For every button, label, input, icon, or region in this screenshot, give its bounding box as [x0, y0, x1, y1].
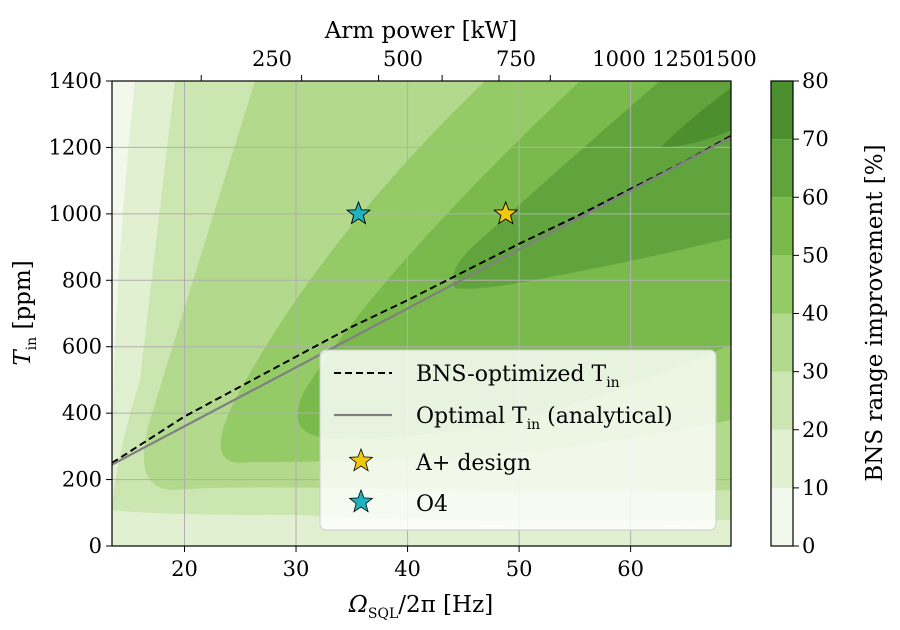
top-tick-label-1000: 1000	[592, 47, 645, 71]
y-tick-label-0: 0	[89, 534, 102, 558]
colorbar-tick-label-50: 50	[802, 243, 829, 267]
contour-level-7	[660, 88, 731, 148]
series-line-0	[112, 134, 731, 464]
legend-label-aplus: A+ design	[415, 451, 531, 476]
marker-points	[345, 200, 519, 225]
x-tick-label-20: 20	[171, 557, 198, 581]
x-axis-ticks: 20 30 40 50 60	[171, 546, 644, 581]
legend-label-bns-optimized: BNS-optimized Tin	[416, 362, 620, 391]
colorbar-tick-label-20: 20	[802, 418, 829, 442]
y-tick-label-400: 400	[62, 401, 102, 425]
colorbar-band-30	[771, 313, 793, 372]
top-tick-label-500: 500	[383, 47, 423, 71]
colorbar-band-60	[771, 139, 793, 198]
y-tick-label-1000: 1000	[49, 202, 102, 226]
colorbar-band-20	[771, 371, 793, 430]
top-tick-label-1250: 1250	[652, 47, 705, 71]
y-tick-label-1200: 1200	[49, 135, 102, 159]
colorbar-tick-label-40: 40	[802, 302, 829, 326]
contour-level-6	[452, 81, 731, 289]
x-tick-label-30: 30	[283, 557, 310, 581]
top-tick-label-1500: 1500	[703, 47, 756, 71]
y-axis-ticks: 0 200 400 600 800 1000 1200 1400	[49, 69, 112, 558]
colorbar-band-10	[771, 429, 793, 488]
legend-marker-aplus-star	[348, 447, 374, 472]
colorbar-band-40	[771, 255, 793, 314]
top-tick-label-750: 750	[496, 47, 536, 71]
colorbar-band-50	[771, 197, 793, 256]
plot-frame	[111, 80, 732, 547]
colorbar-tick-label-30: 30	[802, 360, 829, 384]
colorbar-tick-label-60: 60	[802, 185, 829, 209]
x-tick-label-60: 60	[617, 557, 644, 581]
star-point-o4	[345, 200, 372, 225]
x-tick-label-50: 50	[506, 557, 533, 581]
colorbar-band-70	[771, 81, 793, 140]
legend-label-o4: O4	[416, 492, 448, 517]
legend-marker-o4-star	[348, 488, 374, 513]
y-tick-label-1400: 1400	[49, 69, 102, 93]
x-axis-title: ΩSQL/2π [Hz]	[348, 592, 493, 622]
star-point-a-design	[493, 200, 519, 225]
y-tick-label-800: 800	[62, 268, 102, 292]
colorbar-tick-label-70: 70	[802, 127, 829, 151]
series-line-1	[112, 136, 731, 466]
series-lines	[112, 134, 731, 466]
colorbar-tick-label-10: 10	[802, 476, 829, 500]
y-tick-label-200: 200	[62, 468, 102, 492]
colorbar-band-0	[771, 487, 793, 546]
y-tick-label-600: 600	[62, 335, 102, 359]
colorbar-frame	[770, 80, 794, 547]
colorbar-tick-label-80: 80	[802, 69, 829, 93]
top-axis-title: Arm power [kW]	[324, 18, 517, 44]
y-axis-title: Tin [ppm]	[10, 260, 40, 365]
colorbar-tick-label-0: 0	[802, 534, 815, 558]
legend: BNS-optimized Tin Optimal Tin (analytica…	[319, 349, 717, 531]
top-tick-label-250: 250	[252, 47, 292, 71]
legend-label-optimal-analytical: Optimal Tin (analytical)	[416, 404, 673, 433]
legend-box	[319, 349, 717, 531]
colorbar-ticks: 0 10 20 30 40 50 60 70 80	[793, 69, 829, 558]
x-tick-label-40: 40	[394, 557, 421, 581]
colorbar	[771, 81, 793, 546]
colorbar-title: BNS range improvement [%]	[862, 144, 888, 481]
